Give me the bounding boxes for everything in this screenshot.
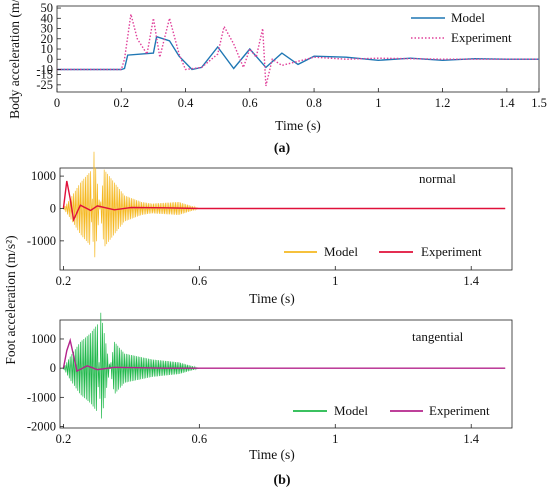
series-line-experiment bbox=[62, 337, 506, 373]
chart-a-ylabel: Body acceleration (m/s²) bbox=[7, 0, 22, 119]
chart-b1-legend: Model Experiment bbox=[284, 244, 482, 259]
xtick-label: 1.4 bbox=[499, 96, 515, 110]
series-line-experiment bbox=[62, 180, 506, 223]
xtick-label: 0.6 bbox=[192, 432, 208, 446]
series-line-model bbox=[57, 35, 539, 71]
ytick-label: 1000 bbox=[31, 332, 56, 346]
xtick-label: 0.6 bbox=[192, 274, 208, 288]
ytick-label: -15 bbox=[36, 68, 53, 82]
xtick-label: 0.8 bbox=[306, 96, 322, 110]
chart-b1: 0.2 0.6 1 1.4 1000 0 -1000 normal Time (s) Mo… bbox=[27, 151, 513, 306]
chart-a-legend: Model Experiment bbox=[411, 10, 512, 45]
legend-a-model-label: Model bbox=[451, 10, 485, 25]
chart-b1-series bbox=[62, 151, 506, 258]
ytick-label: -2000 bbox=[27, 420, 56, 434]
ytick-label: 0 bbox=[50, 361, 56, 375]
xtick-label: 1.2 bbox=[435, 96, 451, 110]
chart-b1-xticks: 0.2 0.6 1 1.4 bbox=[56, 266, 480, 288]
chart-b2-annotation: tangential bbox=[412, 329, 464, 344]
legend-b2-model-label: Model bbox=[334, 403, 368, 418]
ytick-label: -25 bbox=[36, 78, 53, 92]
ytick-label: -1000 bbox=[27, 234, 56, 248]
xtick-label: 1 bbox=[332, 274, 338, 288]
legend-b1-model-label: Model bbox=[324, 244, 358, 259]
chart-b1-annotation: normal bbox=[419, 171, 456, 186]
chart-b1-yticks: 1000 0 -1000 bbox=[27, 169, 64, 248]
xtick-label: 1.5 bbox=[531, 96, 547, 110]
ytick-label: 50 bbox=[41, 1, 54, 15]
chart-b2-yticks: 1000 0 -1000 -2000 bbox=[27, 332, 64, 434]
chart-a-series bbox=[57, 14, 539, 87]
ytick-label: -1000 bbox=[27, 390, 56, 404]
xtick-label: 1.4 bbox=[463, 432, 479, 446]
xtick-label: 0.4 bbox=[178, 96, 194, 110]
ytick-label: 40 bbox=[41, 11, 54, 25]
xtick-label: 0.2 bbox=[113, 96, 129, 110]
ytick-label: 10 bbox=[41, 42, 54, 56]
chart-b2-series bbox=[62, 312, 506, 419]
ytick-label: 30 bbox=[41, 22, 54, 36]
chart-b2-legend: Model Experiment bbox=[293, 403, 490, 418]
ytick-label: 20 bbox=[41, 32, 54, 46]
ytick-label: 1000 bbox=[31, 169, 56, 183]
xtick-label: 0 bbox=[54, 96, 60, 110]
xtick-label: 0.2 bbox=[56, 274, 72, 288]
chart-a: 0 0.2 0.4 0.6 0.8 1 1.2 1.4 1.5 50403020100-10-1… bbox=[7, 0, 547, 133]
caption-b: (b) bbox=[273, 473, 290, 488]
xtick-label: 1 bbox=[375, 96, 381, 110]
chart-b2-xlabel: Time (s) bbox=[249, 447, 295, 462]
xtick-label: 1 bbox=[332, 432, 338, 446]
chart-b1-frame bbox=[59, 167, 513, 271]
legend-a-experiment-label: Experiment bbox=[451, 30, 512, 45]
ytick-label: 0 bbox=[47, 52, 53, 66]
xtick-label: 0.2 bbox=[56, 432, 72, 446]
chart-a-xticks: 0 0.2 0.4 0.6 0.8 1 1.2 1.4 1.5 bbox=[54, 88, 547, 110]
chart-b2-xticks: 0.2 0.6 1 1.4 bbox=[56, 424, 480, 446]
ytick-label: -10 bbox=[36, 62, 53, 76]
chart-b-ylabel: Foot acceleration (m/s²) bbox=[3, 235, 18, 364]
chart-b1-xlabel: Time (s) bbox=[249, 291, 295, 306]
chart-b2: 0.2 0.6 1 1.4 1000 0 -1000 -2000 tangential Ti… bbox=[27, 312, 513, 462]
chart-a-xlabel: Time (s) bbox=[275, 118, 321, 133]
chart-b2-frame bbox=[59, 319, 513, 429]
legend-b2-experiment-label: Experiment bbox=[429, 403, 490, 418]
xtick-label: 1.4 bbox=[463, 274, 479, 288]
xtick-label: 0.6 bbox=[242, 96, 258, 110]
caption-a: (a) bbox=[274, 141, 291, 156]
legend-b1-experiment-label: Experiment bbox=[421, 244, 482, 259]
ytick-label: 0 bbox=[50, 201, 56, 215]
